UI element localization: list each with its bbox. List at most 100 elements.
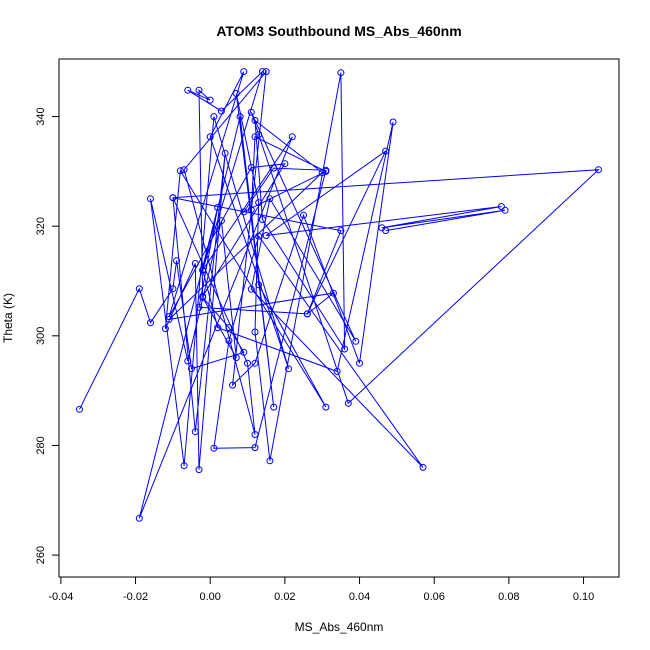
data-point xyxy=(195,466,203,474)
data-point xyxy=(262,232,270,239)
data-point xyxy=(184,357,192,365)
data-point xyxy=(217,217,225,225)
y-tick-label: 260 xyxy=(35,546,47,564)
data-point xyxy=(165,313,173,321)
data-point xyxy=(288,133,296,141)
data-point xyxy=(255,232,263,240)
data-point xyxy=(135,514,143,522)
data-point xyxy=(199,266,207,274)
y-tick-label: 300 xyxy=(35,327,47,345)
data-point xyxy=(247,108,255,116)
data-point xyxy=(341,345,349,353)
x-axis-label: MS_Abs_460nm xyxy=(295,620,384,634)
data-point xyxy=(173,257,181,265)
data-point xyxy=(356,359,363,367)
data-point xyxy=(244,359,251,367)
data-point xyxy=(247,164,255,171)
data-point xyxy=(270,403,278,411)
data-point xyxy=(251,133,259,141)
data-point xyxy=(161,325,169,333)
y-axis: 260 280 300 320 340 xyxy=(35,107,60,564)
data-point xyxy=(255,199,263,207)
data-point xyxy=(337,227,345,235)
chart-title: ATOM3 Southbound MS_Abs_460nm xyxy=(216,23,461,39)
data-point xyxy=(184,86,192,94)
data-point xyxy=(147,195,154,203)
data-point xyxy=(337,69,345,77)
data-point xyxy=(206,133,214,141)
data-point xyxy=(206,96,214,104)
y-tick-label: 320 xyxy=(35,217,47,235)
data-point xyxy=(195,86,203,94)
data-point xyxy=(382,147,390,155)
data-point xyxy=(217,107,225,115)
data-point xyxy=(259,216,266,224)
data-point xyxy=(169,194,177,202)
data-point xyxy=(497,203,505,210)
data-point xyxy=(236,113,244,121)
data-point xyxy=(169,285,177,293)
data-point xyxy=(240,348,248,356)
x-tick-label: 0.10 xyxy=(573,591,594,603)
x-tick-label: -0.02 xyxy=(123,591,148,603)
data-point xyxy=(240,208,248,216)
data-point xyxy=(180,462,188,470)
data-point xyxy=(322,403,330,411)
data-point xyxy=(501,206,509,214)
data-point xyxy=(262,68,270,76)
data-point xyxy=(214,204,222,211)
data-point xyxy=(251,359,259,367)
data-point xyxy=(147,319,154,327)
data-point xyxy=(191,428,199,436)
x-tick-label: -0.04 xyxy=(48,591,73,603)
data-point xyxy=(255,131,263,139)
data-point xyxy=(382,227,390,235)
data-point xyxy=(225,337,233,345)
data-point xyxy=(229,381,237,389)
data-point xyxy=(389,118,397,126)
data-point xyxy=(176,167,184,175)
data-point xyxy=(232,354,240,362)
data-point xyxy=(247,206,255,214)
data-point xyxy=(195,303,203,311)
data-point xyxy=(232,90,240,97)
data-point xyxy=(199,292,207,300)
data-point xyxy=(210,113,218,121)
data-point xyxy=(240,68,248,76)
y-tick-label: 340 xyxy=(35,107,47,125)
data-point xyxy=(344,399,352,407)
data-point xyxy=(352,337,360,345)
x-tick-label: 0.08 xyxy=(498,591,519,603)
data-point xyxy=(303,310,311,318)
data-point xyxy=(251,444,259,452)
data-point xyxy=(281,160,289,168)
data-point xyxy=(210,444,218,452)
data-point xyxy=(76,405,83,413)
data-point xyxy=(221,149,229,157)
data-point xyxy=(329,289,337,297)
data-point xyxy=(255,281,263,289)
series-line xyxy=(79,69,600,519)
data-point xyxy=(251,431,259,438)
data-point xyxy=(318,169,326,176)
data-point xyxy=(270,164,278,172)
data-point xyxy=(191,260,199,267)
data-point xyxy=(266,457,274,465)
data-point xyxy=(266,195,274,203)
x-tick-label: 0.04 xyxy=(349,591,370,603)
data-point xyxy=(251,328,259,336)
data-point xyxy=(180,166,188,174)
x-tick-label: 0.06 xyxy=(423,591,444,603)
data-point xyxy=(322,166,330,174)
x-axis: -0.04 -0.02 0.00 0.02 0.04 0.06 0.08 0.10 xyxy=(48,576,594,603)
data-point xyxy=(214,324,222,332)
data-point xyxy=(247,285,255,293)
data-point xyxy=(251,116,259,124)
series-layer xyxy=(76,68,602,522)
y-axis-label: Theta (K) xyxy=(1,293,15,343)
x-tick-label: 0.00 xyxy=(199,591,220,603)
data-point xyxy=(225,324,233,332)
data-point xyxy=(300,211,307,219)
